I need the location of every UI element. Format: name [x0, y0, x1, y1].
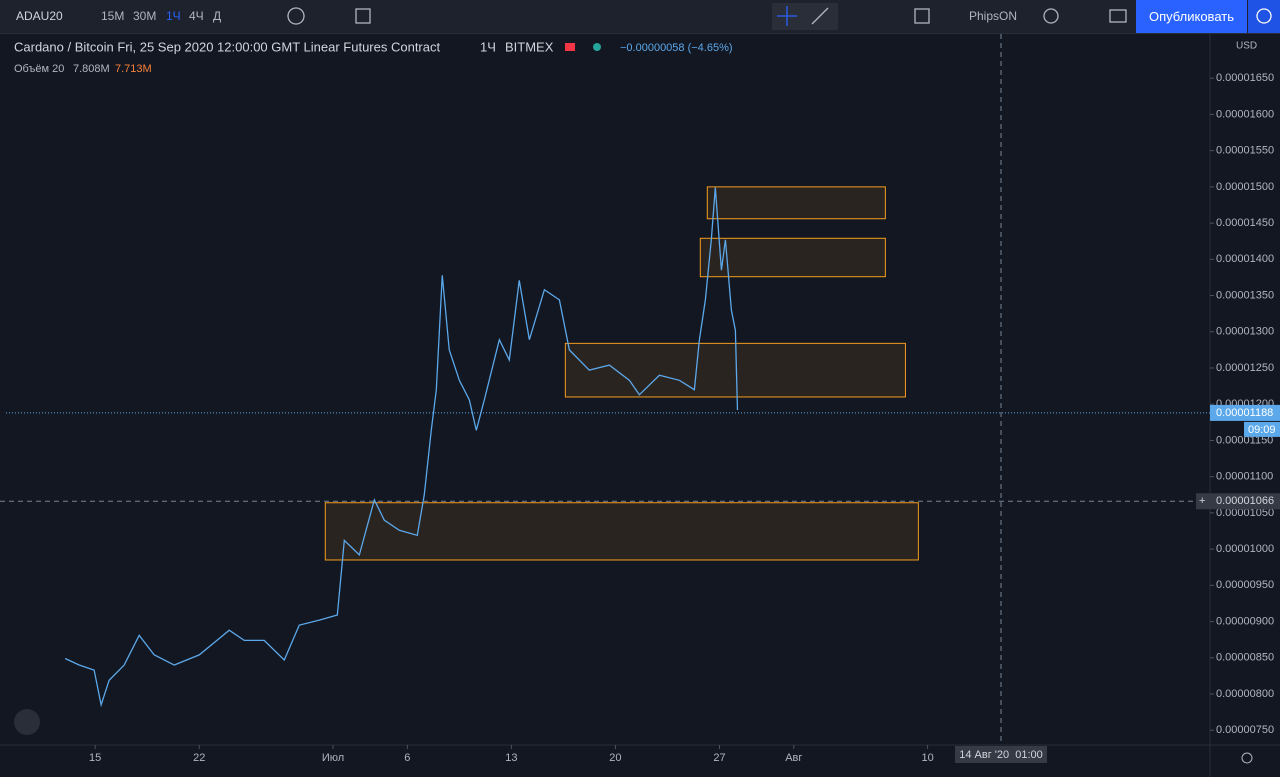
legend-exchange: BITMEX	[505, 39, 554, 54]
crosshair-time-label: 14 Авг '20 01:00	[959, 749, 1043, 761]
chart-type-icon[interactable]	[355, 8, 371, 24]
x-tick-label: 10	[921, 752, 933, 764]
trendline-icon[interactable]	[811, 7, 829, 25]
price-line	[64, 187, 739, 708]
x-tick-label: 13	[505, 752, 517, 764]
tv-logo[interactable]	[14, 709, 40, 735]
toolbar: ADAU20 15М 30М 1Ч 4Ч Д PhipsON Опубликов…	[0, 0, 1280, 34]
status-dot	[593, 43, 601, 51]
price-zone	[706, 186, 886, 220]
interval[interactable]: 1Ч	[166, 9, 181, 23]
countdown-box	[1244, 421, 1280, 437]
crosshair-price-label: 0.00001066	[1216, 495, 1274, 507]
crosshair-price-box	[1196, 493, 1280, 510]
legend-title: Cardano / Bitcoin Fri, 25 Sep 2020 12:00…	[14, 39, 440, 54]
y-tick-label: 0.00000900	[1216, 615, 1274, 627]
play-icon[interactable]	[1256, 8, 1272, 24]
interval[interactable]: 4Ч	[189, 9, 204, 23]
account[interactable]: PhipsON	[969, 9, 1018, 23]
x-tick-label: 6	[404, 752, 410, 764]
toolbar-icons	[287, 3, 1272, 30]
y-tick-label: 0.00001550	[1216, 145, 1274, 157]
y-tick-label: 0.00001250	[1216, 362, 1274, 374]
y-tick-label: 0.00001350	[1216, 289, 1274, 301]
snapshot-icon[interactable]	[1109, 9, 1127, 23]
x-tick-label: 22	[193, 752, 205, 764]
symbol[interactable]: ADAU20	[16, 9, 63, 23]
flag-icon[interactable]	[565, 43, 575, 51]
y-tick-label: 0.00001500	[1216, 181, 1274, 193]
y-tick-label: 0.00001450	[1216, 217, 1274, 229]
legend-change: −0.00000058 (−4.65%)	[620, 42, 733, 54]
x-tick-label: 20	[609, 752, 621, 764]
y-tick-label: 0.00001650	[1216, 72, 1274, 84]
settings-icon[interactable]	[1043, 8, 1059, 24]
legend-interval: 1Ч	[480, 39, 496, 54]
y-tick-label: 0.00001300	[1216, 326, 1274, 338]
volume-value: 7.808M	[73, 63, 110, 75]
y-tick-label: 0.00001600	[1216, 108, 1274, 120]
last-price-box	[1210, 404, 1280, 421]
y-tick-label: 0.00001400	[1216, 253, 1274, 265]
x-tick-label: 27	[713, 752, 725, 764]
x-tick-label: Авг	[785, 752, 802, 764]
interval[interactable]: 30М	[133, 9, 157, 23]
last-price-label: 0.00001188	[1216, 407, 1273, 419]
y-tick-label: 0.00001050	[1216, 507, 1274, 519]
currency: USD	[1236, 41, 1257, 52]
x-tick-label: 15	[89, 752, 101, 764]
y-tick-label: 0.00000850	[1216, 652, 1274, 664]
countdown: 09:09	[1248, 424, 1276, 436]
publish-button[interactable]: Опубликовать	[1136, 0, 1247, 33]
settings-icon[interactable]	[1241, 752, 1253, 764]
interval[interactable]: 15М	[101, 9, 125, 23]
price-zone	[324, 502, 919, 561]
y-tick-label: 0.00001150	[1216, 434, 1273, 446]
y-tick-label: 0.00000950	[1216, 579, 1274, 591]
volume-label: Объём 20	[14, 63, 64, 75]
price-zone	[699, 237, 886, 278]
y-tick-label: 0.00000800	[1216, 688, 1274, 700]
y-tick-label: 0.00001000	[1216, 543, 1274, 555]
x-tick-label: Июл	[322, 752, 344, 764]
y-tick-label: 0.00001100	[1216, 471, 1273, 483]
crosshair-plus: +	[1199, 495, 1205, 507]
indicator-icon[interactable]	[287, 7, 305, 25]
rect-icon[interactable]	[914, 8, 930, 24]
y-tick-label: 0.00000750	[1216, 724, 1274, 736]
interval[interactable]: Д	[213, 9, 222, 23]
play-button[interactable]	[1248, 0, 1280, 33]
volume-ma-value: 7.713M	[115, 63, 152, 75]
crosshair-time-box	[955, 746, 1047, 763]
